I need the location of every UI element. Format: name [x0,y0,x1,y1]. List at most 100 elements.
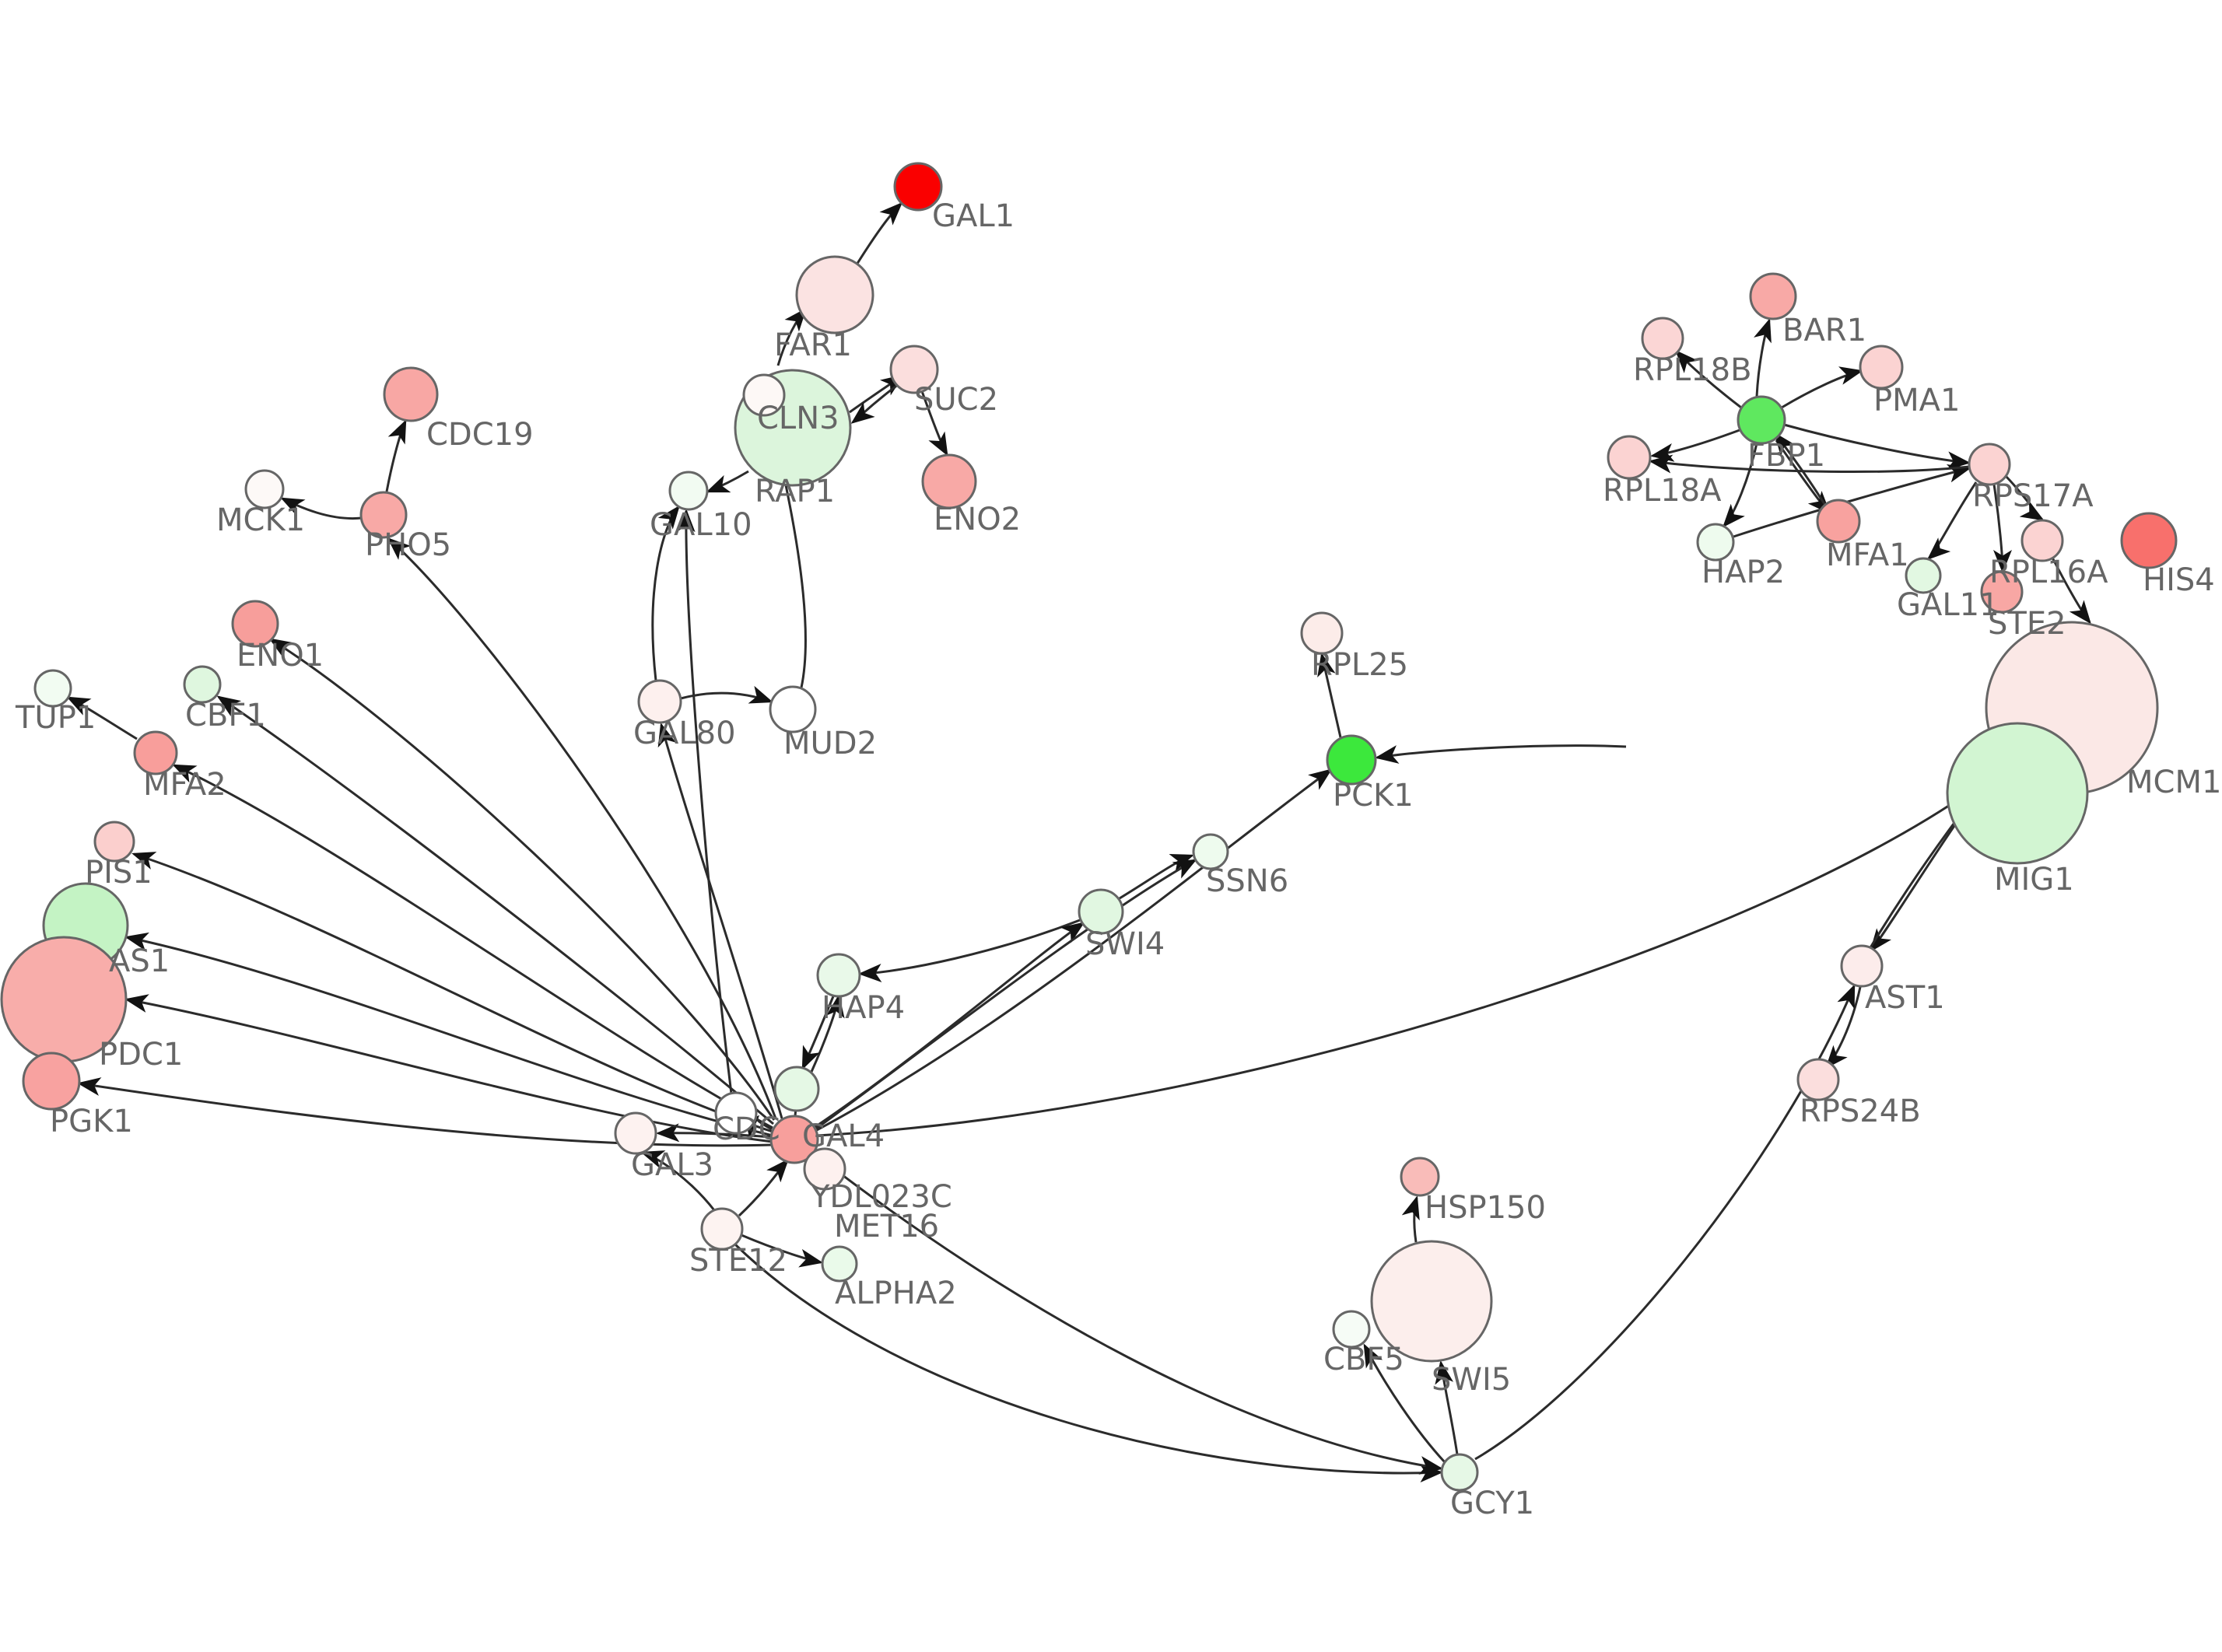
node-gal3[interactable] [614,1111,657,1155]
node-far1[interactable] [795,255,874,334]
edge-MFA1-to-FBP1[interactable] [1774,432,1826,505]
node-ast1[interactable] [1840,944,1884,988]
edge-RPS17A-to-GAL11[interactable] [1926,481,1978,560]
node-ste12[interactable] [700,1207,744,1251]
node-cbf1[interactable] [183,665,222,704]
node-rpl18b[interactable] [1641,317,1684,360]
edge-CLN3-to-GAL10[interactable] [706,470,749,493]
edge-PHO5-to-MCK1[interactable] [280,497,363,520]
node-label-gal10: GAL10 [650,507,752,543]
node-rpl18a[interactable] [1607,435,1652,480]
node-gal10[interactable] [668,471,709,511]
node-swi4[interactable] [1078,888,1124,935]
edge-GAL4-to-CBF1[interactable] [216,695,774,1125]
edge-FBP1-to-HAP2[interactable] [1723,443,1758,528]
edge-FBP1-to-RPL18B[interactable] [1674,349,1742,409]
node-pck1[interactable] [1326,734,1377,786]
edge-GAL4-to-PGK1[interactable] [77,1077,773,1147]
node-mig1[interactable] [1946,722,2089,865]
node-hap2[interactable] [1696,523,1735,562]
node-fbp1[interactable] [1737,395,1786,445]
edge-STE12-to-GCY1[interactable] [734,1243,1443,1483]
edge-FBP1-to-RPS17A[interactable] [1783,423,1971,471]
edge-GAL4-to-MCM1[interactable] [816,768,2002,1137]
node-rpl25[interactable] [1300,611,1344,655]
node-gcy1[interactable] [1440,1453,1479,1492]
edge-GAL4-to-GAL80[interactable] [657,723,783,1119]
node-pho5[interactable] [359,491,408,539]
edge-GAL80-to-CLN3[interactable] [651,505,680,681]
node-swi5[interactable] [1370,1240,1493,1363]
edge-RPL16A-to-MCM1[interactable] [2051,557,2091,625]
node-tup1[interactable] [33,669,72,708]
edge-layer [66,201,2091,1483]
node-cbf5[interactable] [1332,1310,1371,1349]
node-gal4[interactable] [769,1115,819,1164]
node-pma1[interactable] [1859,345,1904,390]
edge-SWI5-to-HSP150[interactable] [1401,1195,1420,1243]
edge-PHO5-to-CDC19[interactable] [385,419,407,492]
node-rap1[interactable] [742,373,786,417]
node-mud2[interactable] [769,685,817,733]
node-gal80[interactable] [637,679,682,724]
node-gal1[interactable] [893,162,943,212]
edge-GAL4-to-AS1[interactable] [124,932,773,1137]
edge-GAL4-to-PCK1[interactable] [813,768,1333,1133]
node-gal11[interactable] [1905,557,1942,594]
edge-FAR1-to-GAL1[interactable] [853,201,903,269]
edge-SWI4-to-HAP4[interactable] [858,919,1081,982]
edge-RPS17A-to-RPL16A[interactable] [2004,474,2045,521]
edge-FBP1-to-RPL18A[interactable] [1650,429,1740,462]
edge-GAL4-to-ENO1[interactable] [268,638,776,1121]
edge-SUC2-to-ENO2[interactable] [920,390,948,457]
edge-STE12-to-GAL4[interactable] [738,1158,789,1217]
edge-HAP2-to-RPS17A[interactable] [1733,464,1971,538]
node-pis1[interactable] [93,821,135,863]
node-mfa2[interactable] [133,730,178,775]
edge-GAL4-to-PIS1[interactable] [131,852,773,1133]
edge-FBP1-to-PMA1[interactable] [1781,366,1863,409]
node-hub1[interactable] [773,1066,820,1112]
edge-MFA2-to-TUP1[interactable] [66,696,138,740]
edge-GAL4-to-PDC1[interactable] [124,994,773,1143]
node-cdc[interactable] [714,1091,758,1135]
edge-PCK1-to-RPL25[interactable] [1317,653,1342,738]
node-cdc19[interactable] [383,366,439,422]
node-hsp150[interactable] [1400,1157,1440,1197]
node-mfa1[interactable] [1816,499,1861,544]
edge-SWI4-to-SSN6[interactable] [1119,853,1194,900]
node-hap4[interactable] [816,953,861,998]
node-his4[interactable] [2120,512,2178,569]
edge-GAL4-to-GCY1[interactable] [812,1151,1443,1475]
node-ydl023c[interactable] [803,1147,846,1191]
edge-STE12-to-ALPHA2[interactable] [741,1234,823,1268]
node-ssn6[interactable] [1192,833,1229,870]
edge-CDC-to-GAL10[interactable] [676,509,733,1094]
edge-FBP1-to-BAR1[interactable] [1754,318,1772,397]
node-rps17a[interactable] [1968,443,2011,486]
node-ste2[interactable] [1980,570,2024,614]
edge-STE12-to-GAL3[interactable] [640,1150,716,1211]
node-label-his4: HIS4 [2143,562,2215,598]
edge-GCY1-to-SWI5[interactable] [1435,1360,1459,1455]
node-eno2[interactable] [921,453,977,509]
node-alpha2[interactable] [821,1245,858,1283]
node-mck1[interactable] [244,469,285,509]
edge-GCY1-to-CBF5[interactable] [1363,1343,1446,1464]
edge-SUC2-to-CLN3[interactable] [850,383,899,424]
node-rpl16a[interactable] [2020,519,2064,562]
edge-RPS17A-to-STE2[interactable] [1992,484,2012,573]
node-rps24b[interactable] [1796,1058,1840,1101]
edge-GAL4-to-PHO5[interactable] [387,537,777,1119]
edge-GAL4-to-MFA2[interactable] [172,764,773,1129]
node-suc2[interactable] [889,345,939,394]
edge-HAP4-to-HUB1[interactable] [801,996,835,1070]
node-pgk1[interactable] [22,1052,81,1111]
edge-RPS17A-to-RPL18A[interactable] [1649,454,1970,474]
node-bar1[interactable] [1749,272,1797,320]
node-eno1[interactable] [231,600,279,648]
edge-AST1-to-RPS24B[interactable] [1825,986,1862,1069]
edge-GAL4-to-SSN6[interactable] [815,859,1197,1131]
edge-AST1b-to-PCK1[interactable] [1375,744,1627,764]
